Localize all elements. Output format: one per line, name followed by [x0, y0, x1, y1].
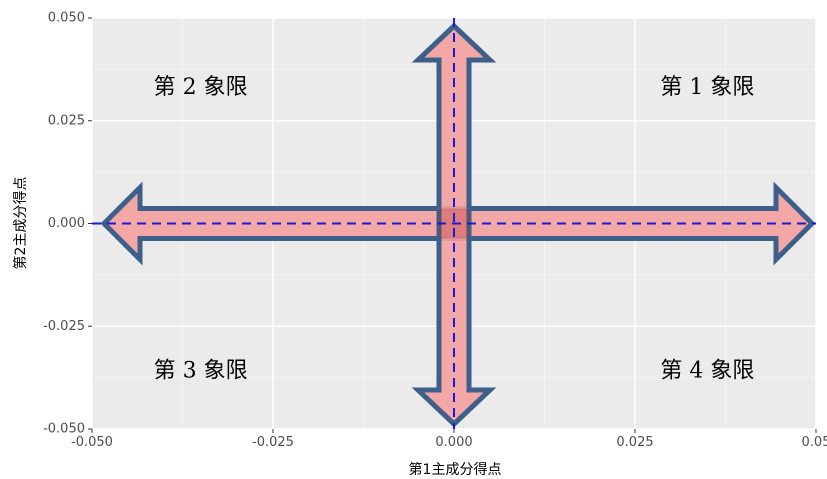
y-tick-label: 0.050 — [48, 11, 85, 26]
quadrant-labels: 第 1 象限 第 2 象限第 3 象限 第 4 象限 — [154, 75, 755, 384]
y-tick-label: -0.050 — [43, 422, 85, 437]
x-tick-label: 0.05 — [802, 435, 827, 450]
x-tick-label: -0.025 — [252, 435, 294, 450]
y-tick-label: 0.000 — [48, 216, 85, 231]
reference-lines — [92, 18, 816, 429]
quadrant-label: 第 3 象限 — [154, 358, 248, 383]
axis-ticks: -0.050 -0.025 0.000 0.025 0.05 -0.050 -0.025 0.… — [43, 11, 827, 451]
quadrant-label: 第 1 象限 — [660, 75, 754, 100]
y-tick-label: -0.025 — [43, 319, 85, 334]
y-tick-label: 0.025 — [48, 113, 85, 128]
x-tick-label: 0.000 — [435, 435, 472, 450]
y-axis-title: 第2主成分得点 — [12, 177, 29, 270]
x-tick-label: -0.050 — [71, 435, 113, 450]
quadrant-label: 第 4 象限 — [660, 358, 754, 383]
x-tick-label: 0.025 — [616, 435, 653, 450]
quadrant-label: 第 2 象限 — [154, 75, 248, 100]
x-axis-title: 第1主成分得点 — [409, 461, 502, 478]
